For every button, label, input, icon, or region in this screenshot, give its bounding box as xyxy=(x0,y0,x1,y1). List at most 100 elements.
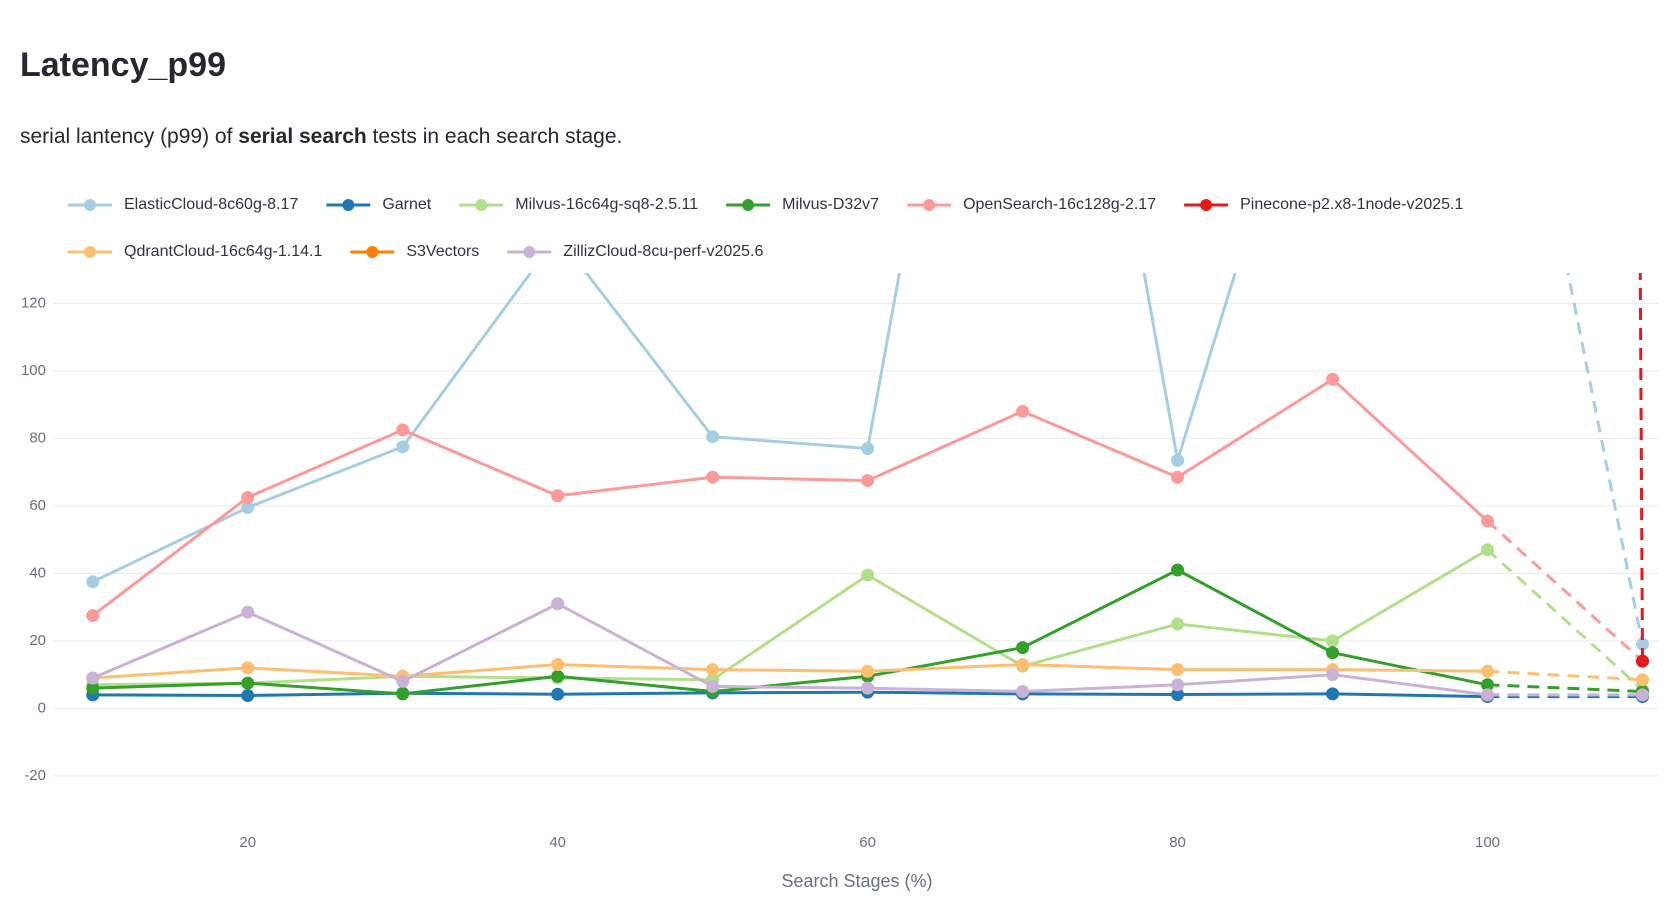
data-point xyxy=(1481,688,1495,702)
legend-marker xyxy=(523,246,536,258)
series-line xyxy=(92,273,1237,584)
series-line xyxy=(1486,548,1644,691)
data-point xyxy=(1636,688,1650,702)
series-line xyxy=(1638,273,1644,662)
legend-marker xyxy=(1200,199,1213,211)
data-point xyxy=(1016,658,1030,671)
data-point xyxy=(1636,637,1650,651)
subtitle-text: tests in each search stage. xyxy=(367,125,623,148)
data-point xyxy=(241,605,255,619)
legend-marker xyxy=(84,246,96,258)
data-point xyxy=(551,658,565,671)
series-line xyxy=(1487,683,1643,693)
data-point xyxy=(861,442,875,455)
y-tick-label: 60 xyxy=(29,497,46,514)
data-point xyxy=(1016,641,1030,655)
legend-item: S3Vectors xyxy=(350,243,479,260)
data-point xyxy=(241,661,255,675)
y-tick-label: 40 xyxy=(29,564,46,581)
subtitle-text: serial lantency (p99) of xyxy=(20,125,238,148)
data-point xyxy=(241,676,255,690)
data-point xyxy=(1171,688,1185,702)
data-point xyxy=(551,229,564,242)
data-point xyxy=(706,663,720,677)
data-point xyxy=(706,679,720,693)
data-point xyxy=(551,489,565,503)
data-point xyxy=(706,430,720,444)
data-point xyxy=(861,681,875,695)
data-point xyxy=(86,609,100,623)
data-point xyxy=(551,669,565,683)
data-point xyxy=(1016,685,1030,698)
data-point xyxy=(1481,678,1495,692)
data-point xyxy=(551,687,565,701)
data-point xyxy=(1326,372,1340,386)
series-line xyxy=(91,377,1489,617)
x-tick-label: 60 xyxy=(859,834,876,851)
data-point xyxy=(241,501,255,515)
legend-item: Milvus-D32v7 xyxy=(726,196,879,213)
y-tick-label: 0 xyxy=(38,699,46,716)
data-point xyxy=(1481,664,1495,678)
series-line xyxy=(92,690,1488,699)
y-tick-label: -20 xyxy=(24,767,46,784)
y-tick-label: 100 xyxy=(21,362,46,379)
data-point xyxy=(241,689,255,703)
y-tick-label: 20 xyxy=(29,632,46,649)
data-point xyxy=(1171,663,1185,677)
data-point xyxy=(706,470,720,484)
legend-label: Garnet xyxy=(382,196,431,213)
data-point xyxy=(861,568,875,582)
legend-item: QdrantCloud-16c64g-1.14.1 xyxy=(68,243,322,260)
x-tick-label: 40 xyxy=(549,834,566,851)
series-line xyxy=(92,662,1488,680)
plot-area xyxy=(86,229,1650,704)
series-line xyxy=(1487,669,1643,682)
data-point xyxy=(86,671,100,685)
chart-title: Latency_p99 xyxy=(20,46,226,84)
series-line xyxy=(1486,519,1644,663)
data-point xyxy=(1326,634,1340,648)
data-point xyxy=(1481,514,1495,528)
data-point xyxy=(396,687,410,701)
x-axis-label: Search Stages (%) xyxy=(781,871,932,891)
data-point xyxy=(1171,617,1185,631)
x-tick-label: 80 xyxy=(1169,834,1186,851)
legend-item: Milvus-16c64g-sq8-2.5.11 xyxy=(459,196,698,213)
legend-marker xyxy=(342,199,355,211)
legend-item: Pinecone-p2.x8-1node-v2025.1 xyxy=(1184,196,1463,213)
series-line xyxy=(92,568,1488,696)
data-point xyxy=(86,575,100,589)
series-line xyxy=(92,602,1488,697)
y-tick-label: 80 xyxy=(29,429,46,446)
data-point xyxy=(861,474,875,488)
data-point xyxy=(1171,678,1185,692)
legend-label: ZillizCloud-8cu-perf-v2025.6 xyxy=(563,243,763,260)
data-point xyxy=(396,440,410,454)
legend-label: OpenSearch-16c128g-2.17 xyxy=(963,196,1156,213)
data-point xyxy=(1481,543,1495,557)
data-point xyxy=(1636,654,1650,668)
data-point xyxy=(1171,563,1185,577)
data-point xyxy=(1326,668,1340,682)
legend-item: OpenSearch-16c128g-2.17 xyxy=(907,196,1156,213)
series-line xyxy=(92,548,1489,687)
data-point xyxy=(86,681,100,695)
data-point xyxy=(1636,673,1650,687)
y-tick-label: 120 xyxy=(21,294,46,311)
subtitle-bold: serial search xyxy=(238,125,366,148)
x-tick-label: 100 xyxy=(1475,834,1500,851)
legend-label: Milvus-D32v7 xyxy=(782,196,879,213)
data-point xyxy=(1326,646,1340,660)
x-tick-label: 20 xyxy=(239,834,256,851)
legend-marker xyxy=(923,199,936,211)
legend-marker xyxy=(366,246,379,258)
data-point xyxy=(1171,453,1185,467)
legend-item: Garnet xyxy=(326,196,432,213)
legend-marker xyxy=(742,199,755,211)
chart-subtitle: serial lantency (p99) of serial search t… xyxy=(20,125,622,148)
data-point xyxy=(396,674,410,688)
data-point xyxy=(551,597,565,611)
